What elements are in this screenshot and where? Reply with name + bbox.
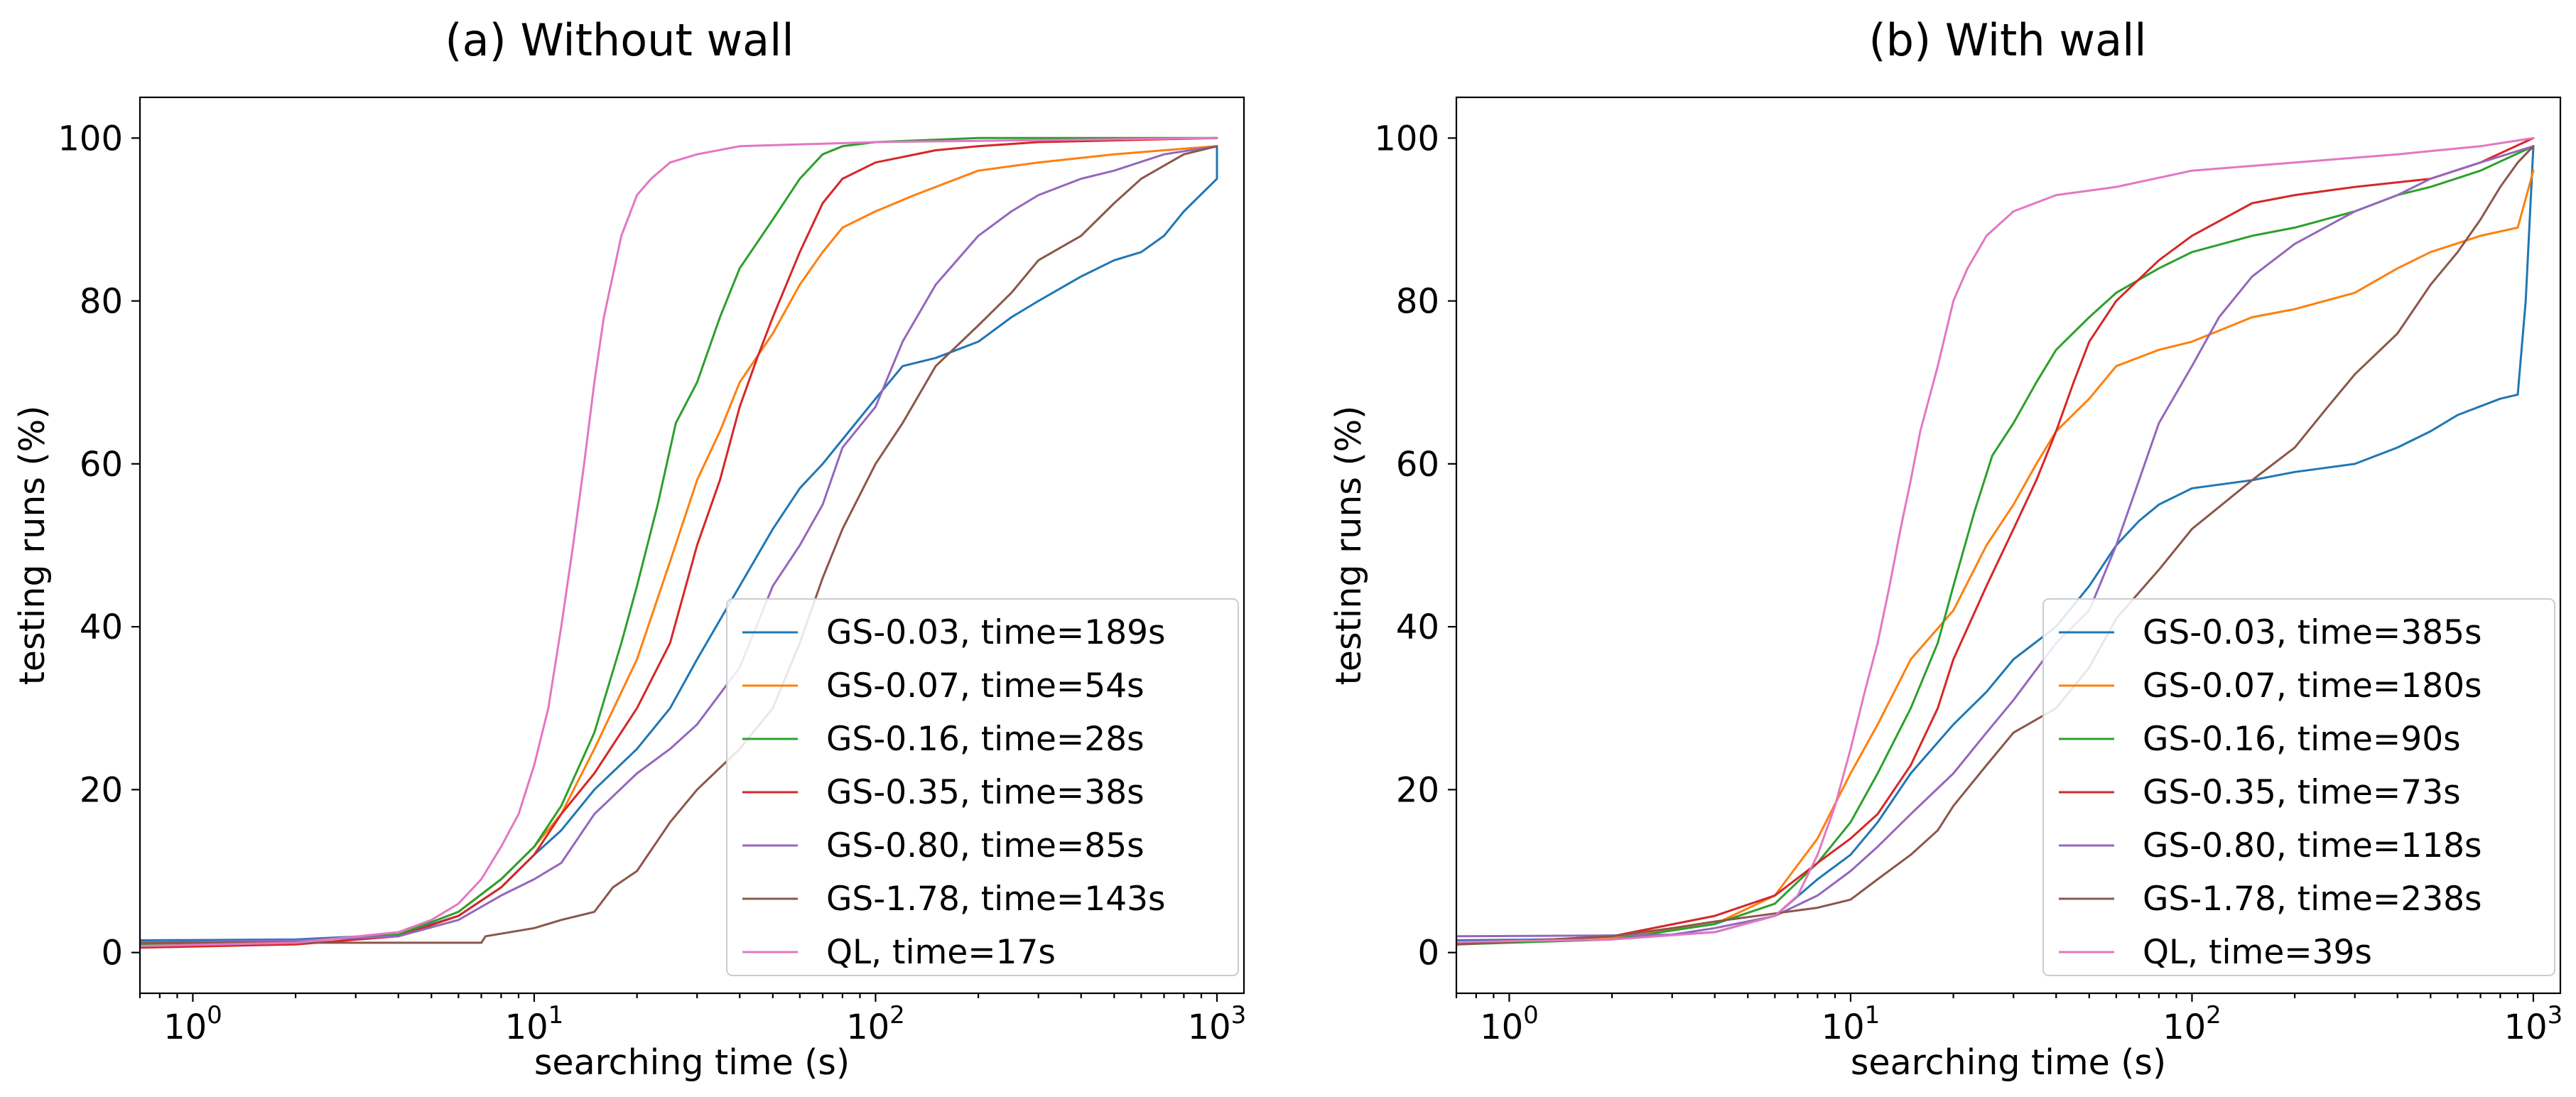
legend-entry: GS-1.78, time=143s — [826, 880, 1166, 919]
legend-entry: GS-0.80, time=85s — [826, 826, 1144, 865]
x-tick-label: 102 — [2163, 1001, 2221, 1047]
x-tick-exponent: 0 — [1523, 1001, 1539, 1030]
legend-entry: QL, time=39s — [2143, 933, 2372, 972]
series-line-3 — [140, 136, 1218, 949]
x-tick-exponent: 1 — [1865, 1001, 1880, 1030]
x-tick-base: 10 — [2504, 1007, 2548, 1047]
y-tick-label: 0 — [101, 934, 123, 973]
y-tick-label: 80 — [1396, 282, 1439, 322]
x-tick-label: 103 — [2504, 1001, 2563, 1047]
y-tick-label: 20 — [80, 770, 123, 810]
x-tick-exponent: 3 — [2548, 1001, 2563, 1030]
x-tick-exponent: 1 — [548, 1001, 564, 1030]
x-axis-label: searching time (s) — [1851, 1042, 2166, 1083]
legend-entry: GS-0.35, time=38s — [826, 773, 1144, 812]
y-axis-label: testing runs (%) — [1328, 406, 1369, 686]
x-tick-label: 103 — [1188, 1001, 1247, 1047]
x-tick-base: 10 — [1480, 1007, 1523, 1047]
series-line-2 — [1456, 145, 2535, 946]
legend-entry: GS-0.16, time=90s — [2143, 720, 2461, 759]
legend-entry: GS-0.07, time=180s — [2143, 666, 2482, 706]
x-tick-base: 10 — [1188, 1007, 1231, 1047]
legend-entry: GS-1.78, time=238s — [2143, 880, 2482, 919]
x-tick-label: 101 — [1822, 1001, 1880, 1047]
legend-entry: GS-0.16, time=28s — [826, 720, 1144, 759]
legend-entry: GS-0.03, time=385s — [2143, 613, 2482, 652]
series-line-3 — [1456, 136, 2535, 946]
x-tick-base: 10 — [2163, 1007, 2206, 1047]
x-tick-base: 10 — [1822, 1007, 1865, 1047]
chart-title: (b) With wall — [1868, 14, 2146, 66]
series-line-6 — [140, 136, 1218, 947]
plot-frame — [1455, 96, 2562, 995]
legend-entry: GS-0.07, time=54s — [826, 666, 1144, 706]
series-line-4 — [140, 145, 1218, 944]
y-tick-label: 0 — [1417, 934, 1439, 973]
x-tick-base: 10 — [505, 1007, 548, 1047]
x-tick-exponent: 2 — [889, 1001, 905, 1030]
y-tick-label: 100 — [58, 119, 123, 158]
x-axis-label: searching time (s) — [534, 1042, 850, 1083]
x-tick-label: 102 — [846, 1001, 905, 1047]
x-minor-ticks — [1455, 993, 2519, 998]
legend-entry: QL, time=17s — [826, 933, 1056, 972]
x-tick-exponent: 0 — [207, 1001, 222, 1030]
chart-title: (a) Without wall — [445, 14, 794, 66]
series-line-2 — [140, 136, 1218, 946]
x-tick-exponent: 2 — [2206, 1001, 2221, 1030]
x-minor-ticks — [139, 993, 1203, 998]
x-tick-label: 100 — [1480, 1001, 1539, 1047]
plot-frame — [139, 96, 1245, 995]
x-tick-exponent: 3 — [1231, 1001, 1247, 1030]
y-axis-label: testing runs (%) — [12, 406, 53, 686]
legend-entry: GS-0.35, time=73s — [2143, 773, 2461, 812]
y-tick-label: 60 — [80, 445, 123, 485]
x-tick-base: 10 — [163, 1007, 207, 1047]
y-tick-label: 40 — [80, 607, 123, 647]
y-tick-label: 60 — [1396, 445, 1439, 485]
y-tick-label: 80 — [80, 282, 123, 322]
legend-box — [2042, 598, 2555, 976]
x-tick-label: 100 — [163, 1001, 222, 1047]
series-line-6 — [1456, 136, 2535, 944]
y-tick-label: 100 — [1374, 119, 1439, 158]
x-tick-label: 101 — [505, 1001, 564, 1047]
x-tick-base: 10 — [846, 1007, 889, 1047]
legend: GS-0.03, time=189s GS-0.07, time=54s GS-0.… — [726, 598, 1239, 976]
legend: GS-0.03, time=385s GS-0.07, time=180s GS-0… — [2042, 598, 2555, 976]
y-tick-label: 40 — [1396, 607, 1439, 647]
legend-entry: GS-0.80, time=118s — [2143, 826, 2482, 865]
legend-box — [726, 598, 1239, 976]
legend-entry: GS-0.03, time=189s — [826, 613, 1166, 652]
y-tick-label: 20 — [1396, 770, 1439, 810]
